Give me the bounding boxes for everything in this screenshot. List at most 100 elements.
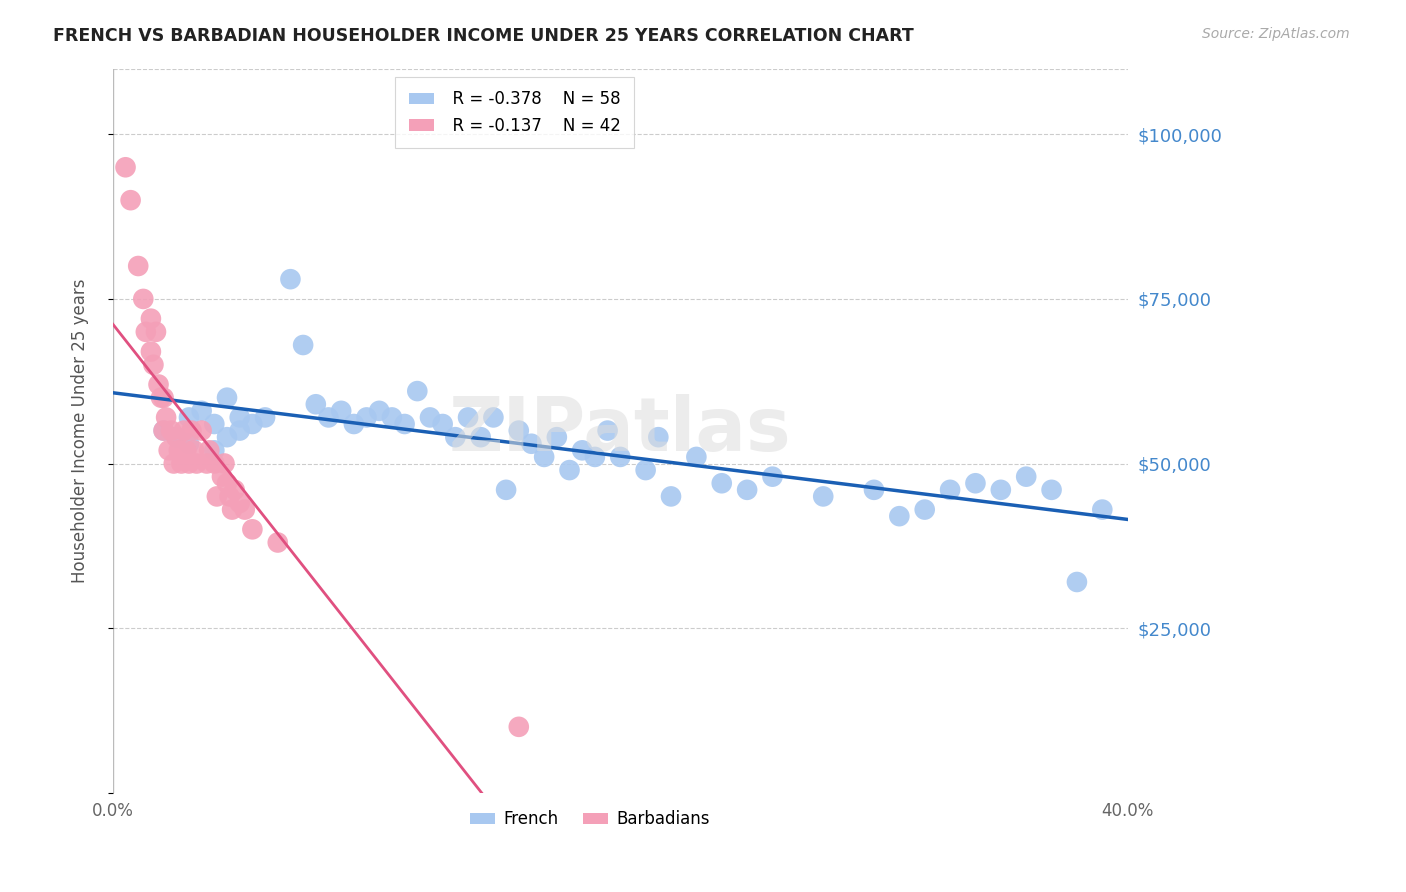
- Point: [152, 424, 174, 438]
- Point: [571, 443, 593, 458]
- Point: [202, 417, 225, 431]
- Point: [242, 522, 264, 536]
- Point: [152, 424, 174, 438]
- Point: [710, 476, 733, 491]
- Text: ZIPatlas: ZIPatlas: [449, 394, 792, 467]
- Point: [139, 311, 162, 326]
- Point: [157, 443, 180, 458]
- Point: [381, 410, 404, 425]
- Point: [990, 483, 1012, 497]
- Point: [215, 476, 238, 491]
- Legend: French, Barbadians: French, Barbadians: [463, 804, 717, 835]
- Point: [432, 417, 454, 431]
- Point: [228, 424, 250, 438]
- Point: [195, 457, 218, 471]
- Point: [180, 424, 202, 438]
- Point: [190, 424, 212, 438]
- Point: [150, 391, 173, 405]
- Point: [155, 410, 177, 425]
- Point: [533, 450, 555, 464]
- Point: [735, 483, 758, 497]
- Point: [583, 450, 606, 464]
- Point: [330, 404, 353, 418]
- Point: [160, 424, 183, 438]
- Point: [177, 457, 200, 471]
- Point: [177, 410, 200, 425]
- Point: [163, 457, 186, 471]
- Point: [228, 496, 250, 510]
- Point: [558, 463, 581, 477]
- Point: [419, 410, 441, 425]
- Point: [177, 436, 200, 450]
- Point: [685, 450, 707, 464]
- Point: [139, 344, 162, 359]
- Point: [183, 443, 205, 458]
- Point: [813, 490, 835, 504]
- Point: [292, 338, 315, 352]
- Point: [233, 502, 256, 516]
- Point: [205, 490, 228, 504]
- Point: [368, 404, 391, 418]
- Point: [267, 535, 290, 549]
- Point: [198, 443, 221, 458]
- Point: [508, 424, 530, 438]
- Point: [659, 490, 682, 504]
- Point: [215, 430, 238, 444]
- Point: [167, 443, 190, 458]
- Point: [202, 443, 225, 458]
- Point: [356, 410, 378, 425]
- Point: [508, 720, 530, 734]
- Point: [634, 463, 657, 477]
- Point: [318, 410, 340, 425]
- Point: [186, 457, 208, 471]
- Point: [280, 272, 302, 286]
- Point: [305, 397, 328, 411]
- Point: [135, 325, 157, 339]
- Text: FRENCH VS BARBADIAN HOUSEHOLDER INCOME UNDER 25 YEARS CORRELATION CHART: FRENCH VS BARBADIAN HOUSEHOLDER INCOME U…: [53, 27, 914, 45]
- Point: [214, 457, 236, 471]
- Point: [224, 483, 246, 497]
- Point: [444, 430, 467, 444]
- Point: [647, 430, 669, 444]
- Point: [1066, 574, 1088, 589]
- Point: [218, 490, 240, 504]
- Point: [965, 476, 987, 491]
- Point: [148, 377, 170, 392]
- Y-axis label: Householder Income Under 25 years: Householder Income Under 25 years: [72, 278, 89, 582]
- Point: [914, 502, 936, 516]
- Point: [202, 457, 225, 471]
- Point: [457, 410, 479, 425]
- Point: [211, 469, 233, 483]
- Point: [132, 292, 155, 306]
- Point: [120, 193, 142, 207]
- Text: Source: ZipAtlas.com: Source: ZipAtlas.com: [1202, 27, 1350, 41]
- Point: [939, 483, 962, 497]
- Point: [596, 424, 619, 438]
- Point: [228, 410, 250, 425]
- Point: [495, 483, 517, 497]
- Point: [1015, 469, 1038, 483]
- Point: [242, 417, 264, 431]
- Point: [520, 436, 543, 450]
- Point: [889, 509, 911, 524]
- Point: [190, 404, 212, 418]
- Point: [1040, 483, 1063, 497]
- Point: [152, 391, 174, 405]
- Point: [145, 325, 167, 339]
- Point: [254, 410, 277, 425]
- Point: [176, 443, 198, 458]
- Point: [221, 502, 243, 516]
- Point: [482, 410, 505, 425]
- Point: [406, 384, 429, 398]
- Point: [127, 259, 149, 273]
- Point: [170, 457, 193, 471]
- Point: [394, 417, 416, 431]
- Point: [1091, 502, 1114, 516]
- Point: [114, 161, 136, 175]
- Point: [215, 391, 238, 405]
- Point: [470, 430, 492, 444]
- Point: [863, 483, 886, 497]
- Point: [165, 430, 187, 444]
- Point: [609, 450, 631, 464]
- Point: [173, 424, 195, 438]
